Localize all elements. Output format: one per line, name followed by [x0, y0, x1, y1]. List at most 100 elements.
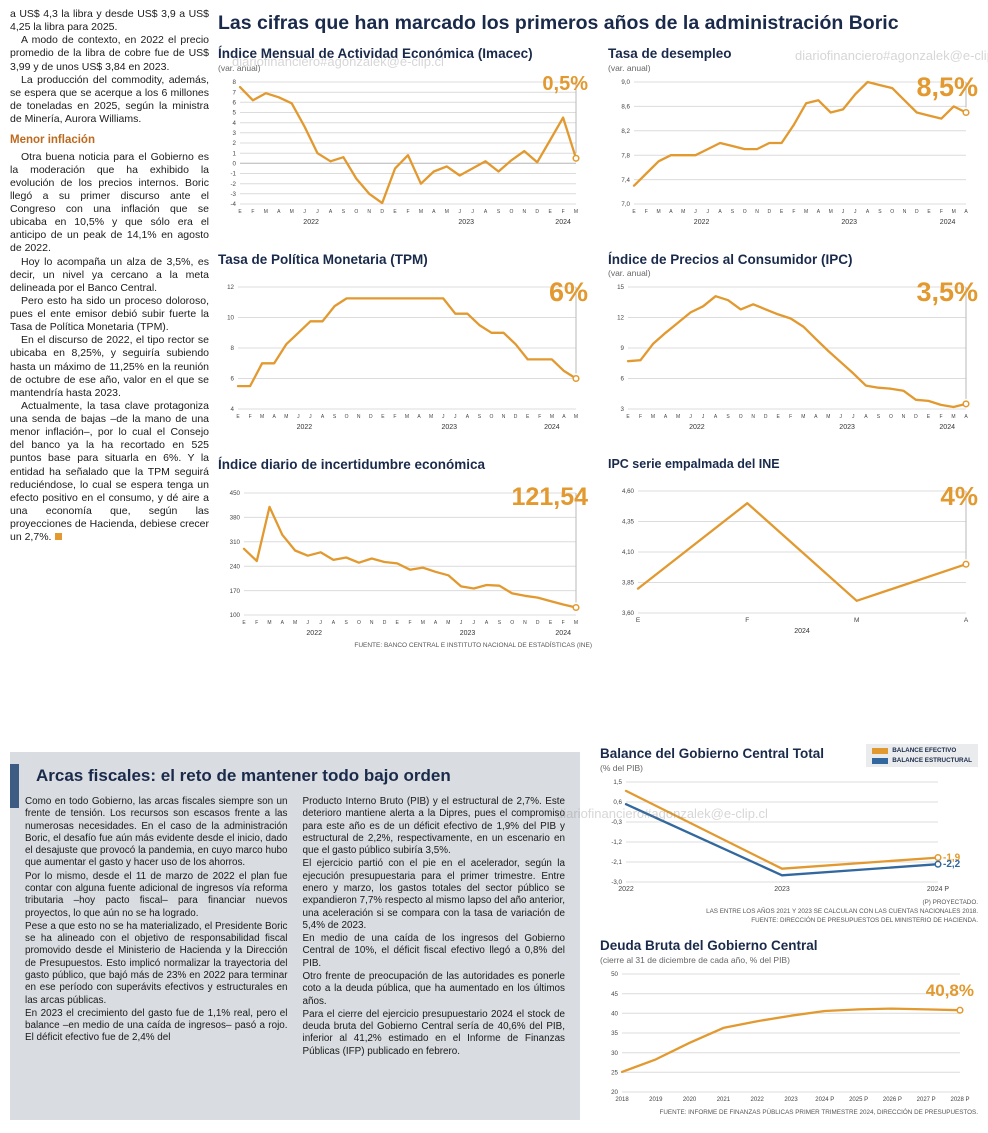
svg-text:F: F — [538, 414, 541, 420]
svg-text:2: 2 — [233, 140, 237, 147]
svg-text:M: M — [293, 620, 297, 626]
svg-text:1,5: 1,5 — [613, 779, 622, 786]
chart-current-value: 3,5% — [916, 277, 978, 308]
svg-text:N: N — [902, 414, 906, 420]
chart-title: Tasa de Política Monetaria (TPM) — [218, 251, 428, 267]
line-chart: 1,5 0,6 -0,3 -1,2 -2,1 -3,0 2022 2023 2024 P -1,9… — [600, 774, 978, 896]
svg-text:M: M — [681, 209, 685, 215]
svg-text:M: M — [826, 414, 830, 420]
tpm-line-chart: 12 10 8 6 4 E F M A M J J A S O N D E F M A M J J A S O N D E F M A M 2022… — [218, 279, 592, 432]
svg-text:A: A — [432, 209, 436, 215]
svg-text:A: A — [718, 209, 722, 215]
svg-text:F: F — [406, 209, 409, 215]
imacec-line-chart: 8 7 6 5 4 3 2 1 0 -1 -2 -3 -4 E F M A M J J A S O N D E F M A M J J A S O N… — [218, 74, 592, 226]
svg-text:A: A — [562, 414, 566, 420]
svg-text:12: 12 — [227, 284, 234, 291]
svg-text:J: J — [460, 620, 463, 626]
svg-text:2022: 2022 — [306, 630, 322, 637]
svg-text:2023: 2023 — [839, 424, 855, 431]
legend-label: BALANCE EFECTIVO — [892, 747, 957, 754]
line-chart: 15 12 9 6 3 E F M A M J J A S O N D E F M A M J J A S O N D E F M A 2022 2… — [608, 279, 982, 431]
svg-text:0,6: 0,6 — [613, 799, 622, 806]
svg-text:S: S — [497, 209, 501, 215]
article-paragraph-text: Actualmente, la tasa clave protagoniza u… — [10, 399, 209, 544]
section-paragraph: Como en todo Gobierno, las arcas fiscale… — [25, 796, 288, 869]
svg-text:O: O — [510, 620, 514, 626]
svg-text:M: M — [429, 414, 433, 420]
svg-text:12: 12 — [617, 315, 624, 322]
svg-text:2023: 2023 — [442, 424, 458, 431]
line-chart: 9,0 8,6 8,2 7,8 7,4 7,0 E F M A M J J A S O N D E F M A M J J A S O… — [608, 74, 982, 226]
svg-text:D: D — [767, 209, 771, 215]
svg-text:A: A — [332, 620, 336, 626]
svg-text:A: A — [417, 414, 421, 420]
svg-text:D: D — [369, 414, 373, 420]
svg-text:20: 20 — [611, 1089, 618, 1096]
svg-text:M: M — [574, 620, 578, 626]
charts-source: FUENTE: BANCO CENTRAL E INSTITUTO NACION… — [354, 642, 592, 649]
chart-current-value: 8,5% — [916, 71, 978, 102]
svg-text:M: M — [952, 209, 956, 215]
section-paragraph: Para el cierre del ejercicio presupuesta… — [302, 1008, 566, 1057]
svg-text:-1,2: -1,2 — [611, 839, 622, 846]
svg-text:S: S — [333, 414, 337, 420]
svg-text:M: M — [445, 209, 449, 215]
section-paragraph: Por lo mismo, desde el 11 de marzo de 20… — [25, 870, 288, 919]
svg-text:E: E — [393, 209, 397, 215]
svg-text:A: A — [484, 209, 488, 215]
chart-subtitle — [608, 471, 982, 483]
article-paragraph: Hoy lo acompaña un alza de 3,5%, es deci… — [10, 255, 209, 294]
svg-text:J: J — [458, 209, 461, 215]
svg-text:E: E — [927, 209, 931, 215]
svg-text:5: 5 — [233, 109, 237, 116]
svg-text:O: O — [890, 209, 894, 215]
svg-text:M: M — [405, 414, 409, 420]
article-paragraph: La producción del commodity, además, se … — [10, 73, 209, 125]
svg-text:D: D — [514, 414, 518, 420]
svg-text:S: S — [498, 620, 502, 626]
chart-subtitle: (var. anual) — [218, 62, 261, 73]
svg-text:-1,9: -1,9 — [943, 852, 961, 863]
svg-text:8,6: 8,6 — [621, 103, 630, 110]
svg-text:2023: 2023 — [784, 1097, 798, 1103]
chart-current-value: 0,5% — [542, 72, 588, 95]
chart-title: Índice Mensual de Actividad Económica (I… — [218, 46, 533, 61]
svg-text:F: F — [562, 620, 565, 626]
chart-card-imacec: Índice Mensual de Actividad Económica (I… — [218, 46, 592, 226]
svg-text:2022: 2022 — [689, 424, 705, 431]
svg-text:2024: 2024 — [555, 219, 571, 226]
svg-text:N: N — [370, 620, 374, 626]
svg-text:2026 P: 2026 P — [883, 1097, 902, 1103]
chart-card-tpm: Tasa de Política Monetaria (TPM) 12 10 8 6 4… — [218, 252, 592, 432]
chart-note: FUENTE: DIRECCIÓN DE PRESUPUESTOS DEL MI… — [751, 917, 978, 925]
svg-text:M: M — [801, 414, 805, 420]
svg-text:N: N — [502, 414, 506, 420]
svg-text:25: 25 — [611, 1069, 618, 1076]
svg-text:-2: -2 — [230, 180, 236, 187]
svg-text:F: F — [940, 209, 943, 215]
balance-line-chart: 1,5 0,6 -0,3 -1,2 -2,1 -3,0 2022 2023 2024 P -1,9… — [600, 774, 978, 896]
line-chart: 12 10 8 6 4 E F M A M J J A S O N D E F M A M J J A S O N D E F M A M 2022… — [218, 279, 592, 431]
svg-text:A: A — [864, 414, 868, 420]
svg-text:-4: -4 — [230, 201, 236, 208]
svg-text:F: F — [249, 414, 252, 420]
section-paragraph: Pese a que esto no se ha materializado, … — [25, 920, 288, 1006]
article-paragraph: En el discurso de 2022, el tipo rector s… — [10, 334, 209, 399]
svg-text:J: J — [707, 209, 710, 215]
line-chart: 450 380 310 240 170 100 E F M A M J J A S O N D E F M A M J J A S O… — [218, 485, 592, 637]
svg-text:4,10: 4,10 — [622, 550, 635, 557]
chart-title: Índice de Precios al Consumidor (IPC) — [608, 251, 853, 267]
legend-item-estructural: BALANCE ESTRUCTURAL — [872, 757, 972, 764]
chart-card-incertidumbre: Índice diario de incertidumbre económica… — [218, 457, 592, 637]
svg-text:10: 10 — [227, 315, 234, 322]
deuda-line-chart: 50 45 40 35 30 25 20 2018 2019 2020 2021 2022 2023 20… — [600, 966, 978, 1106]
svg-text:4,35: 4,35 — [622, 519, 635, 526]
svg-text:7,4: 7,4 — [621, 176, 630, 183]
svg-text:2024 P: 2024 P — [815, 1097, 834, 1103]
chart-title: Balance del Gobierno Central Total — [600, 746, 825, 761]
svg-text:2028 P: 2028 P — [950, 1097, 969, 1103]
svg-text:D: D — [380, 209, 384, 215]
svg-text:M: M — [419, 209, 423, 215]
svg-text:7,0: 7,0 — [621, 201, 630, 208]
svg-text:N: N — [357, 414, 361, 420]
